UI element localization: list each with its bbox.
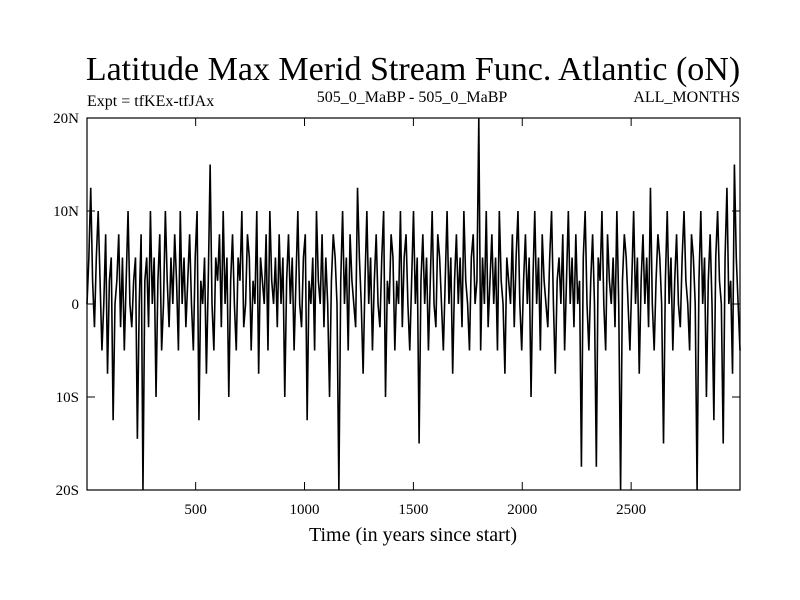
y-tick-label: 0 bbox=[72, 297, 80, 313]
chart-subtitle-experiment: Expt = tfKEx-tfJAx bbox=[87, 93, 214, 110]
y-tick-label: 20N bbox=[53, 111, 79, 127]
data-series-group bbox=[86, 117, 741, 491]
y-tick-label: 10S bbox=[56, 390, 79, 406]
x-tick-label: 2000 bbox=[507, 502, 537, 518]
chart-subtitle-months: ALL_MONTHS bbox=[633, 89, 740, 106]
x-tick-label: 1500 bbox=[398, 502, 428, 518]
series-line-0 bbox=[86, 117, 741, 491]
x-tick-label: 2500 bbox=[616, 502, 646, 518]
x-axis-label: Time (in years since start) bbox=[309, 524, 517, 546]
chart-subtitle-run: 505_0_MaBP - 505_0_MaBP bbox=[317, 89, 508, 106]
chart-title: Latitude Max Merid Stream Func. Atlantic… bbox=[86, 51, 740, 88]
y-axis-ticks: 20S 10S 0 10N 20N bbox=[53, 111, 740, 499]
y-tick-label: 20S bbox=[56, 483, 79, 499]
x-axis-ticks: 500 1000 1500 2000 2500 bbox=[184, 118, 646, 518]
y-tick-label: 10N bbox=[53, 204, 79, 220]
x-tick-label: 500 bbox=[184, 502, 207, 518]
x-tick-label: 1000 bbox=[290, 502, 320, 518]
